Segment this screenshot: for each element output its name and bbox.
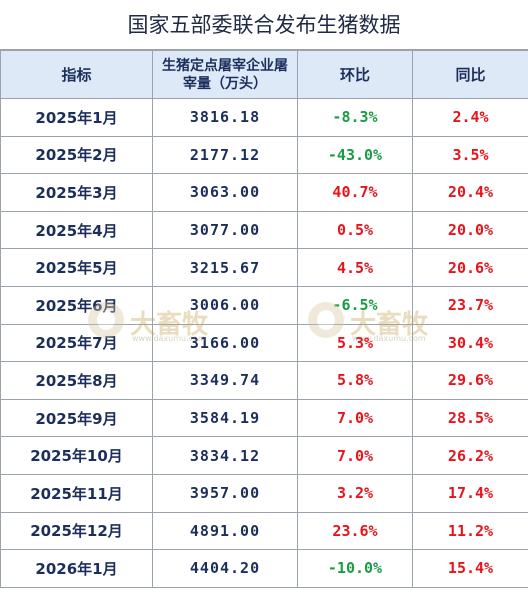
cell-yoy: 15.4% bbox=[412, 549, 528, 588]
cell-slaughter-volume: 3584.19 bbox=[152, 398, 298, 438]
cell-month: 2025年7月 bbox=[0, 323, 153, 363]
pig-data-table: 指标 生猪定点屠宰企业屠宰量（万头） 环比 同比 2025年1月 3816.18-… bbox=[0, 50, 528, 588]
table-row: 2025年4月 3077.00 0.5% 20.0% bbox=[0, 210, 528, 250]
header-slaughter-volume: 生猪定点屠宰企业屠宰量（万头） bbox=[152, 50, 298, 99]
cell-yoy: 20.6% bbox=[412, 248, 528, 287]
table-row: 2025年6月 3006.00 -6.5% 23.7% bbox=[0, 285, 528, 325]
cell-mom: 7.0% bbox=[297, 436, 413, 475]
cell-slaughter-volume: 4891.00 bbox=[152, 511, 298, 551]
table-body: 2025年1月 3816.18 -8.3% 2.4% 2025年2月 2177.12 -43… bbox=[0, 98, 528, 588]
cell-slaughter-volume: 3063.00 bbox=[152, 173, 298, 212]
table-row: 2025年2月 2177.12 -43.0% 3.5% bbox=[0, 135, 528, 175]
cell-slaughter-volume: 3006.00 bbox=[152, 285, 298, 325]
table-row: 2025年10月 3834.12 7.0% 26.2% bbox=[0, 436, 528, 475]
cell-mom: -10.0% bbox=[297, 549, 413, 588]
header-slaughter-volume-label: 生猪定点屠宰企业屠宰量（万头） bbox=[162, 57, 288, 92]
cell-yoy: 11.2% bbox=[412, 511, 528, 551]
cell-slaughter-volume: 3957.00 bbox=[152, 473, 298, 513]
cell-month: 2025年2月 bbox=[0, 135, 153, 175]
cell-yoy: 23.7% bbox=[412, 285, 528, 325]
cell-slaughter-volume: 3166.00 bbox=[152, 323, 298, 363]
cell-slaughter-volume: 3077.00 bbox=[152, 210, 298, 250]
cell-month: 2025年5月 bbox=[0, 248, 153, 287]
cell-yoy: 30.4% bbox=[412, 323, 528, 363]
table-row: 2025年11月 3957.00 3.2% 17.4% bbox=[0, 473, 528, 513]
header-indicator: 指标 bbox=[0, 50, 153, 99]
table-row: 2025年8月 3349.74 5.8% 29.6% bbox=[0, 361, 528, 400]
cell-mom: 3.2% bbox=[297, 473, 413, 513]
table-row: 2026年1月 4404.20 -10.0% 15.4% bbox=[0, 549, 528, 588]
cell-mom: -6.5% bbox=[297, 285, 413, 325]
cell-yoy: 20.4% bbox=[412, 173, 528, 212]
cell-month: 2025年12月 bbox=[0, 511, 153, 551]
cell-month: 2026年1月 bbox=[0, 549, 153, 588]
table-title: 国家五部委联合发布生猪数据 bbox=[0, 0, 528, 50]
cell-mom: -8.3% bbox=[297, 98, 413, 137]
cell-month: 2025年6月 bbox=[0, 285, 153, 325]
cell-mom: 7.0% bbox=[297, 398, 413, 438]
cell-mom: -43.0% bbox=[297, 135, 413, 175]
table-row: 2025年1月 3816.18 -8.3% 2.4% bbox=[0, 98, 528, 137]
cell-mom: 4.5% bbox=[297, 248, 413, 287]
cell-slaughter-volume: 3834.12 bbox=[152, 436, 298, 475]
header-yoy: 同比 bbox=[412, 50, 528, 99]
header-mom: 环比 bbox=[297, 50, 413, 99]
cell-mom: 5.3% bbox=[297, 323, 413, 363]
cell-slaughter-volume: 3349.74 bbox=[152, 361, 298, 400]
cell-month: 2025年4月 bbox=[0, 210, 153, 250]
table-header-row: 指标 生猪定点屠宰企业屠宰量（万头） 环比 同比 bbox=[0, 50, 528, 99]
table-row: 2025年5月 3215.67 4.5% 20.6% bbox=[0, 248, 528, 287]
cell-yoy: 28.5% bbox=[412, 398, 528, 438]
cell-yoy: 29.6% bbox=[412, 361, 528, 400]
cell-yoy: 26.2% bbox=[412, 436, 528, 475]
cell-mom: 40.7% bbox=[297, 173, 413, 212]
cell-slaughter-volume: 4404.20 bbox=[152, 549, 298, 588]
cell-month: 2025年1月 bbox=[0, 98, 153, 137]
cell-yoy: 2.4% bbox=[412, 98, 528, 137]
cell-month: 2025年3月 bbox=[0, 173, 153, 212]
cell-yoy: 3.5% bbox=[412, 135, 528, 175]
table-row: 2025年9月 3584.19 7.0% 28.5% bbox=[0, 398, 528, 438]
table-row: 2025年12月 4891.00 23.6% 11.2% bbox=[0, 511, 528, 551]
cell-slaughter-volume: 3816.18 bbox=[152, 98, 298, 137]
cell-month: 2025年10月 bbox=[0, 436, 153, 475]
cell-slaughter-volume: 2177.12 bbox=[152, 135, 298, 175]
cell-yoy: 20.0% bbox=[412, 210, 528, 250]
table-row: 2025年7月 3166.00 5.3% 30.4% bbox=[0, 323, 528, 363]
cell-month: 2025年9月 bbox=[0, 398, 153, 438]
table-row: 2025年3月 3063.00 40.7% 20.4% bbox=[0, 173, 528, 212]
cell-mom: 23.6% bbox=[297, 511, 413, 551]
cell-month: 2025年8月 bbox=[0, 361, 153, 400]
cell-mom: 0.5% bbox=[297, 210, 413, 250]
cell-slaughter-volume: 3215.67 bbox=[152, 248, 298, 287]
cell-mom: 5.8% bbox=[297, 361, 413, 400]
cell-month: 2025年11月 bbox=[0, 473, 153, 513]
cell-yoy: 17.4% bbox=[412, 473, 528, 513]
